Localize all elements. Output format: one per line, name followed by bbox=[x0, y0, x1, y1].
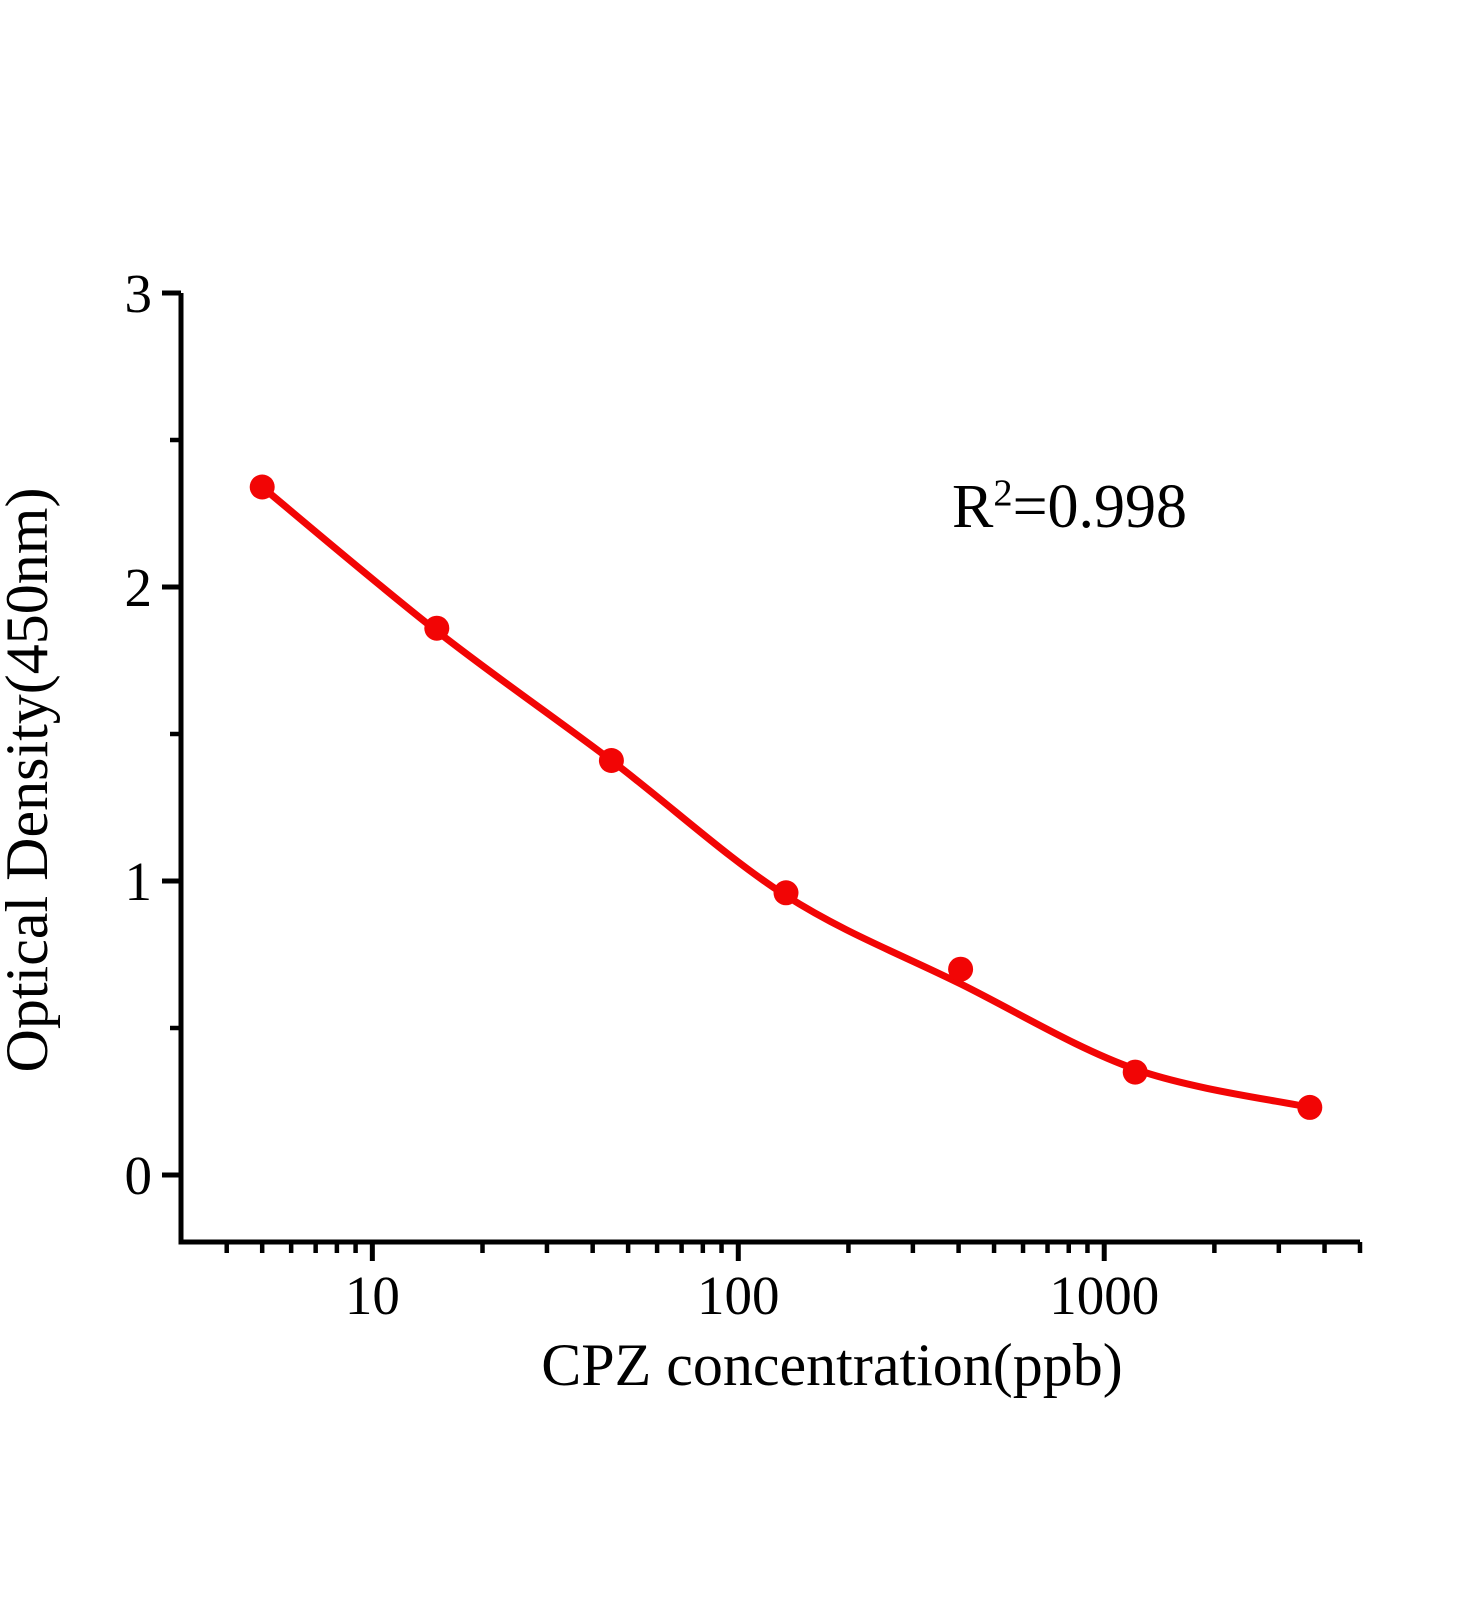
y-tick-label: 2 bbox=[125, 557, 153, 618]
data-point bbox=[424, 615, 450, 641]
axis-frame bbox=[178, 293, 1360, 1245]
y-tick-label: 0 bbox=[125, 1145, 153, 1206]
r-squared-base: R bbox=[952, 473, 994, 541]
r-squared-annotation: R2=0.998 bbox=[952, 472, 1187, 543]
x-tick-label: 10 bbox=[345, 1265, 400, 1326]
data-point bbox=[1122, 1059, 1148, 1085]
x-tick-label: 100 bbox=[697, 1265, 780, 1326]
r-squared-value: =0.998 bbox=[1012, 473, 1188, 541]
data-point bbox=[773, 880, 799, 906]
data-point bbox=[598, 748, 624, 773]
y-tick-label: 1 bbox=[125, 851, 153, 912]
data-point bbox=[948, 956, 974, 982]
fit-curve bbox=[258, 483, 1314, 1111]
x-axis-title: CPZ concentration(ppb) bbox=[541, 1332, 1123, 1398]
y-axis-title: Optical Density(450nm) bbox=[0, 487, 60, 1073]
data-point bbox=[249, 474, 275, 500]
r-squared-exponent: 2 bbox=[993, 472, 1013, 515]
data-point bbox=[1297, 1094, 1323, 1120]
y-tick-label: 3 bbox=[125, 263, 153, 324]
x-tick-label: 1000 bbox=[1049, 1265, 1159, 1326]
